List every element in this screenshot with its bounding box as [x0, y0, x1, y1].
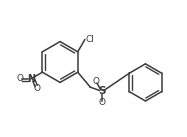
Text: N: N: [27, 74, 35, 84]
Text: Cl: Cl: [85, 35, 94, 44]
Text: O: O: [92, 77, 99, 86]
Text: O: O: [33, 84, 40, 93]
Text: O: O: [98, 98, 105, 107]
Text: S: S: [98, 86, 105, 96]
Text: O: O: [16, 74, 24, 83]
